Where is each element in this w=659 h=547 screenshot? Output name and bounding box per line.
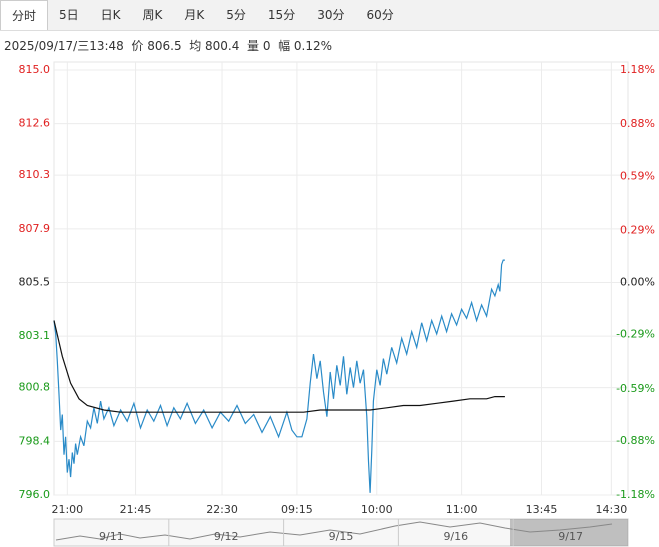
y-tick-label: 815.0 xyxy=(19,63,51,76)
chart: 815.0 812.6 810.3 807.9 805.5 803.1 800.8 798.4… xyxy=(19,61,655,547)
tab[interactable]: 5分 xyxy=(226,8,246,22)
price-line xyxy=(53,259,505,493)
y2-tick-label: -1.18% xyxy=(616,488,655,501)
tab-bar: 分时 5日 日K 周K 月K 5分 15分 30分 60分 xyxy=(0,0,659,31)
y2-tick-label: 0.29% xyxy=(620,223,655,236)
y2-tick-label: 0.59% xyxy=(620,169,655,182)
tab[interactable]: 30分 xyxy=(317,8,345,22)
y-tick-label: 798.4 xyxy=(19,434,51,447)
x-tick-label: 11:00 xyxy=(446,503,478,516)
navigator-label: 9/15 xyxy=(329,530,354,543)
tab[interactable]: 分时 xyxy=(0,0,49,30)
tab[interactable]: 60分 xyxy=(366,8,394,22)
x-tick-label: 21:00 xyxy=(51,503,83,516)
x-tick-label: 22:30 xyxy=(206,503,238,516)
x-tick-label: 10:00 xyxy=(361,503,393,516)
quote-header: 2025/09/17/三13:48 价 806.5 均 800.4 量 0 幅 … xyxy=(4,39,333,53)
tab[interactable]: 5日 xyxy=(59,8,79,22)
x-tick-label: 13:45 xyxy=(526,503,558,516)
tab[interactable]: 周K xyxy=(142,8,163,22)
navigator-label: 9/16 xyxy=(443,530,468,543)
x-tick-label: 14:30 xyxy=(596,503,628,516)
y2-tick-label: 0.88% xyxy=(620,117,655,130)
navigator-label: 9/17 xyxy=(558,530,583,543)
y2-tick-label: 0.00% xyxy=(620,276,655,289)
y2-tick-label: 1.18% xyxy=(620,63,655,76)
y-tick-label: 810.3 xyxy=(19,168,51,181)
navigator-label: 9/12 xyxy=(214,530,239,543)
y-tick-label: 796.0 xyxy=(19,488,51,501)
navigator-label: 9/11 xyxy=(99,530,124,543)
tab[interactable]: 日K xyxy=(100,8,121,22)
tab[interactable]: 月K xyxy=(184,8,205,22)
y-tick-label: 800.8 xyxy=(19,381,51,394)
y2-tick-label: -0.88% xyxy=(616,434,655,447)
x-tick-label: 09:15 xyxy=(281,503,313,516)
y-tick-label: 807.9 xyxy=(19,222,51,235)
y2-tick-label: -0.29% xyxy=(616,328,655,341)
navigator-window[interactable] xyxy=(510,519,628,546)
y2-tick-label: -0.59% xyxy=(616,382,655,395)
y-tick-label: 812.6 xyxy=(19,117,51,130)
navigator-sparkline xyxy=(55,521,613,541)
y-tick-label: 805.5 xyxy=(19,276,51,289)
y-tick-label: 803.1 xyxy=(19,329,51,342)
x-tick-label: 21:45 xyxy=(120,503,152,516)
price-line xyxy=(53,320,505,413)
tab[interactable]: 15分 xyxy=(267,8,296,22)
